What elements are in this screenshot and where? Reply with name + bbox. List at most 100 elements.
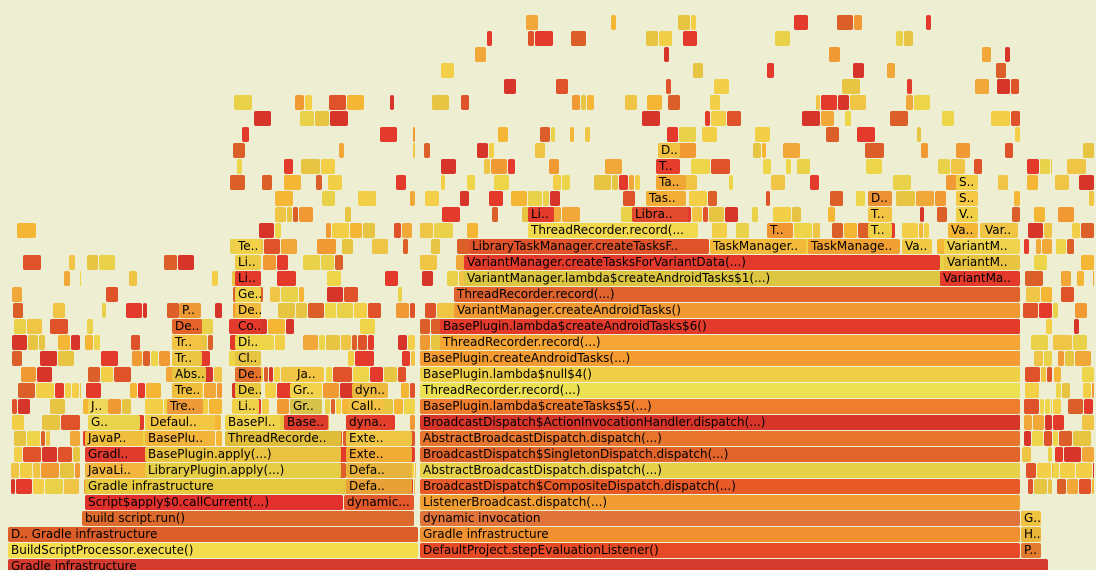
flame-frame[interactable]: Te..: [235, 239, 261, 254]
flame-frame[interactable]: JavaP..: [85, 431, 143, 446]
flame-frame[interactable]: Exte..: [346, 431, 412, 446]
flame-frame[interactable]: build script.run(): [82, 511, 414, 526]
flame-frame[interactable]: dynamic invocation: [420, 511, 1020, 526]
flame-frame[interactable]: D..: [658, 143, 680, 158]
flame-frame-unlabeled: [322, 383, 339, 398]
flame-frame[interactable]: De..: [235, 367, 261, 382]
flame-frame[interactable]: Li..: [235, 399, 259, 414]
flame-frame[interactable]: Exte..: [346, 447, 412, 462]
flame-frame[interactable]: AbstractBroadcastDispatch.dispatch(...): [420, 431, 1020, 446]
flame-frame[interactable]: Libra..: [632, 207, 688, 222]
flame-frame[interactable]: Li..: [528, 207, 554, 222]
flame-frame[interactable]: VariantM..: [944, 239, 1020, 254]
flame-frame[interactable]: Li..: [235, 255, 261, 270]
flame-frame[interactable]: VariantManager.createTasksForVariantData…: [464, 255, 940, 270]
flame-frame[interactable]: G..: [88, 415, 140, 430]
flame-frame[interactable]: TaskManage..: [808, 239, 900, 254]
flame-frame[interactable]: Tr..: [172, 335, 202, 350]
flame-frame[interactable]: D..: [868, 191, 892, 206]
flame-frame[interactable]: Defa..: [346, 479, 412, 494]
flame-frame[interactable]: G..: [1021, 511, 1041, 526]
flame-frame[interactable]: De..: [235, 383, 261, 398]
flame-frame[interactable]: BasePlugin.lambda$createTasks$5(...): [420, 399, 1020, 414]
flame-frame[interactable]: LibraryPlugin.apply(...): [145, 463, 341, 478]
flame-frame[interactable]: Va..: [902, 239, 932, 254]
flame-frame[interactable]: J..: [88, 399, 108, 414]
flame-frame-unlabeled: [1082, 367, 1094, 382]
flame-frame[interactable]: LibraryTaskManager.createTasksF..: [469, 239, 709, 254]
flame-frame[interactable]: Tr..: [172, 351, 202, 366]
flame-frame[interactable]: Var..: [982, 223, 1018, 238]
flame-frame[interactable]: Tre..: [167, 399, 203, 414]
flame-frame-unlabeled: [685, 175, 698, 190]
flame-frame[interactable]: P..: [1021, 543, 1041, 558]
flame-frame[interactable]: dyn..: [352, 383, 388, 398]
flame-frame[interactable]: BasePlu..: [145, 431, 215, 446]
flame-frame[interactable]: ThreadRecorder.record(...): [454, 287, 1020, 302]
flame-frame[interactable]: Tre..: [172, 383, 202, 398]
flame-frame[interactable]: De..: [235, 303, 261, 318]
flame-frame[interactable]: ThreadRecorder.record(...): [420, 383, 1020, 398]
flame-frame[interactable]: Cl..: [235, 351, 261, 366]
flame-frame[interactable]: H..: [1021, 527, 1041, 542]
flame-frame[interactable]: Gradl..: [85, 447, 143, 462]
flame-frame[interactable]: Base..: [284, 415, 328, 430]
flame-frame[interactable]: S..: [956, 191, 978, 206]
flame-frame[interactable]: V..: [956, 207, 978, 222]
flame-frame[interactable]: T..: [767, 223, 793, 238]
flame-frame[interactable]: Script$apply$0.callCurrent(...): [85, 495, 343, 510]
flame-frame[interactable]: ThreadRecorder.record(...: [528, 223, 698, 238]
flame-frame[interactable]: Ja..: [294, 367, 324, 382]
flame-frame[interactable]: Defaul..: [147, 415, 215, 430]
flame-frame[interactable]: TaskManager..: [710, 239, 806, 254]
flame-frame[interactable]: BasePlugin.lambda$null$4(): [420, 367, 1020, 382]
flame-frame[interactable]: P..: [179, 303, 201, 318]
flame-frame[interactable]: Ta..: [656, 175, 686, 190]
flame-frame[interactable]: Va..: [948, 223, 978, 238]
flame-frame[interactable]: BroadcastDispatch$CompositeDispatch.disp…: [420, 479, 1020, 494]
flame-frame[interactable]: Gradle infrastructure: [420, 527, 1020, 542]
flame-frame[interactable]: BasePlugin.createAndroidTasks(...): [420, 351, 1020, 366]
flame-frame[interactable]: Defa..: [346, 463, 412, 478]
flame-frame[interactable]: BasePlugin.apply(...): [145, 447, 341, 462]
flame-frame[interactable]: Co..: [235, 319, 261, 334]
flame-frame[interactable]: VariantMa..: [940, 271, 1020, 286]
flame-frame[interactable]: dynamic...: [344, 495, 414, 510]
flame-frame[interactable]: BroadcastDispatch$SingletonDispatch.disp…: [420, 447, 1020, 462]
flame-frame[interactable]: D.. Gradle infrastructure: [8, 527, 418, 542]
flame-frame-unlabeled: [277, 271, 297, 286]
flame-frame[interactable]: De..: [172, 319, 202, 334]
flame-frame[interactable]: BuildScriptProcessor.execute(): [8, 543, 418, 558]
flame-frame-unlabeled: [1062, 383, 1071, 398]
flame-frame[interactable]: Gradle infrastructure: [85, 479, 343, 494]
flame-frame[interactable]: Gr..: [290, 383, 322, 398]
flame-frame[interactable]: Ge..: [235, 287, 261, 302]
flame-frame[interactable]: BasePl..: [225, 415, 280, 430]
flame-frame[interactable]: BasePlugin.lambda$createAndroidTasks$6(): [440, 319, 1020, 334]
flame-frame[interactable]: dyna..: [346, 415, 392, 430]
flame-frame[interactable]: BroadcastDispatch$ActionInvocationHandle…: [420, 415, 1020, 430]
flame-frame[interactable]: AbstractBroadcastDispatch.dispatch(...): [420, 463, 1020, 478]
flame-frame[interactable]: ThreadRecorde..: [225, 431, 341, 446]
flame-frame-unlabeled: [299, 207, 314, 222]
flame-frame[interactable]: S..: [956, 175, 978, 190]
flame-frame[interactable]: ThreadRecorder.record(...): [440, 335, 1020, 350]
flame-frame[interactable]: T..: [656, 159, 680, 174]
flame-frame[interactable]: Call..: [348, 399, 384, 414]
flame-frame[interactable]: JavaLi..: [85, 463, 143, 478]
flame-frame[interactable]: Abs..: [172, 367, 206, 382]
flame-frame[interactable]: Gr..: [290, 399, 322, 414]
flame-frame[interactable]: VariantManager.createAndroidTasks(): [454, 303, 1020, 318]
flame-frame[interactable]: VariantManager.lambda$createAndroidTasks…: [464, 271, 940, 286]
flame-frame-unlabeled: [562, 175, 571, 190]
flame-frame[interactable]: Gradle infrastructure: [8, 559, 1048, 570]
flame-frame[interactable]: DefaultProject.stepEvaluationListener(): [420, 543, 1020, 558]
flame-frame[interactable]: Di..: [235, 335, 261, 350]
flame-frame[interactable]: T..: [868, 223, 892, 238]
flame-frame[interactable]: Tas..: [646, 191, 686, 206]
flame-frame[interactable]: ListenerBroadcast.dispatch(...): [420, 495, 1020, 510]
flame-frame-unlabeled: [889, 111, 908, 126]
flame-frame[interactable]: VariantM..: [944, 255, 1020, 270]
flame-frame[interactable]: Li..: [235, 271, 261, 286]
flame-frame[interactable]: T..: [868, 207, 892, 222]
